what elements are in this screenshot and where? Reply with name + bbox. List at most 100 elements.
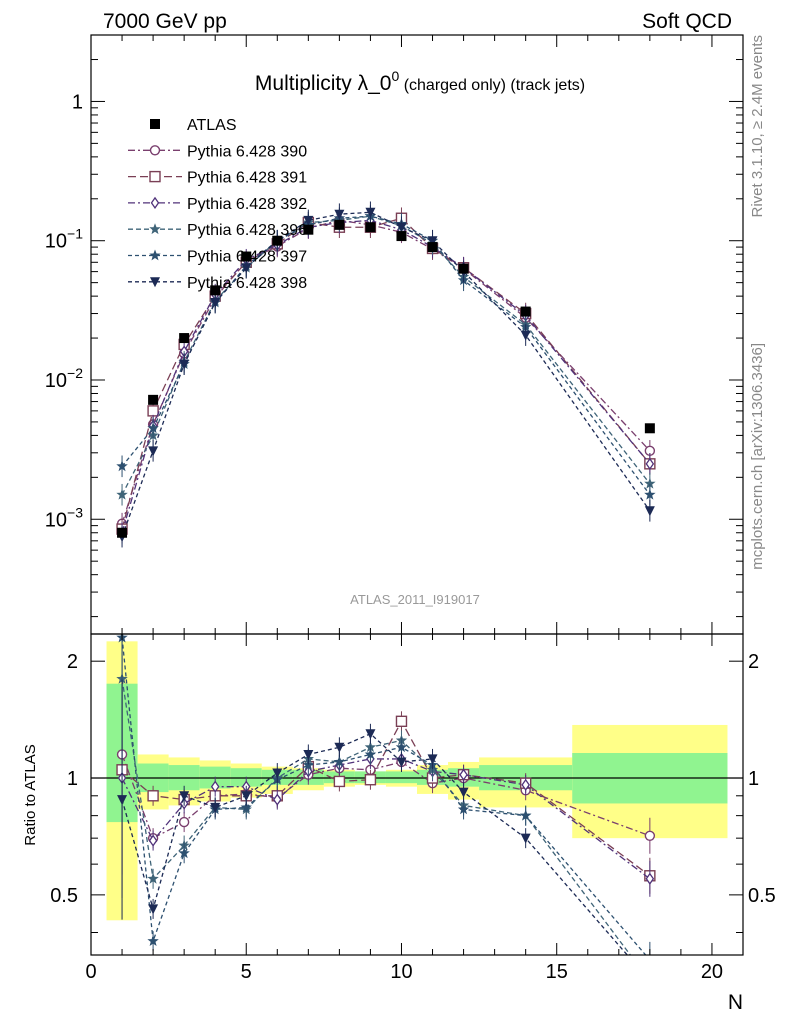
legend-marker-ATLAS bbox=[150, 119, 160, 129]
legend-label-398: Pythia 6.428 398 bbox=[187, 275, 307, 292]
legend-label-390: Pythia 6.428 390 bbox=[187, 143, 307, 160]
ratio-point-398 bbox=[520, 833, 531, 844]
ratio-point-397 bbox=[457, 803, 470, 815]
y-tick-label: 1 bbox=[72, 91, 83, 113]
atlas-point bbox=[520, 306, 531, 317]
ratio-y-tick-label-right: 2 bbox=[748, 651, 759, 673]
series-line-398 bbox=[121, 211, 651, 537]
series-line-396 bbox=[121, 215, 651, 496]
series-point-398 bbox=[303, 215, 314, 226]
atlas-point bbox=[179, 333, 190, 344]
legend-marker-398 bbox=[150, 277, 160, 288]
axes: 0 5 10 15 20 1 10−1 10−2 10−3 0.5 0.5 1 1 2 2 bbox=[45, 34, 776, 983]
watermark: ATLAS_2011_I919017 bbox=[350, 592, 480, 607]
ratio-point-398 bbox=[365, 729, 376, 740]
legend-label-397: Pythia 6.428 397 bbox=[187, 249, 307, 266]
legend-label-396: Pythia 6.428 396 bbox=[187, 222, 307, 239]
legend-label-392: Pythia 6.428 392 bbox=[187, 196, 307, 213]
ratio-point-398 bbox=[303, 749, 314, 760]
rivet-label: Rivet 3.1.10, ≥ 2.4M events bbox=[749, 35, 766, 218]
ratio-series-398 bbox=[117, 679, 629, 955]
band-inner bbox=[385, 771, 417, 784]
legend-label-391: Pythia 6.428 391 bbox=[187, 170, 307, 187]
atlas-point bbox=[427, 242, 438, 253]
header-left: 7000 GeV pp bbox=[103, 10, 227, 33]
ratio-y-tick-label-right: 1 bbox=[748, 768, 759, 790]
series-point-398 bbox=[644, 506, 655, 517]
series-point-398 bbox=[334, 209, 345, 220]
ratio-point-398 bbox=[427, 754, 438, 765]
series-point-398 bbox=[210, 298, 221, 309]
ratio-point-397 bbox=[520, 809, 532, 821]
ratio-line-398 bbox=[121, 733, 629, 955]
legend-marker-391 bbox=[149, 170, 161, 183]
series-line-390 bbox=[121, 219, 651, 524]
atlas-point bbox=[644, 423, 655, 434]
series-point-391 bbox=[147, 405, 159, 417]
ratio-point-398 bbox=[210, 802, 221, 813]
atlas-point bbox=[241, 251, 252, 262]
atlas-point bbox=[396, 231, 407, 242]
series-point-398 bbox=[396, 222, 407, 233]
ratio-point-397 bbox=[240, 801, 252, 813]
x-axis-label: N bbox=[728, 991, 743, 1014]
ratio-line-392 bbox=[121, 758, 651, 880]
y-tick-label: 10−3 bbox=[45, 504, 83, 531]
legend-marker-397 bbox=[149, 249, 161, 261]
x-tick-label: 15 bbox=[546, 961, 568, 983]
atlas-point bbox=[148, 394, 159, 405]
x-tick-label: 20 bbox=[701, 961, 723, 983]
ratio-point-398 bbox=[148, 904, 159, 915]
series-point-398 bbox=[427, 236, 438, 247]
legend-label-ATLAS: ATLAS bbox=[187, 117, 237, 134]
ratio-point-396 bbox=[147, 872, 159, 884]
ratio-line-397 bbox=[121, 637, 647, 955]
series-point-398 bbox=[148, 446, 159, 457]
series-point-396 bbox=[116, 488, 128, 500]
ratio-point-392 bbox=[645, 872, 655, 885]
header-right: Soft QCD bbox=[642, 10, 732, 33]
atlas-point bbox=[458, 263, 469, 274]
ratio-point-398 bbox=[179, 791, 190, 802]
ratio-point-390 bbox=[178, 816, 190, 828]
series-point-398 bbox=[179, 359, 190, 370]
ratio-point-398 bbox=[241, 791, 252, 802]
chart-title: Multiplicity λ_00 (charged only) (track … bbox=[255, 68, 585, 95]
atlas-point bbox=[210, 285, 221, 296]
ratio-point-397 bbox=[147, 935, 159, 946]
series-point-397 bbox=[644, 488, 656, 500]
ratio-point-397 bbox=[302, 759, 314, 770]
atlas-point bbox=[365, 222, 376, 233]
ratio-point-390 bbox=[644, 830, 656, 841]
ratio-point-392 bbox=[210, 780, 220, 793]
series-point-396 bbox=[644, 477, 656, 489]
legend-marker-396 bbox=[149, 223, 161, 235]
ratio-point-391 bbox=[147, 790, 159, 802]
ratio-y-tick-label: 1 bbox=[67, 768, 78, 790]
ratio-series-397 bbox=[116, 634, 651, 955]
x-tick-label: 0 bbox=[85, 961, 96, 983]
ratio-point-397 bbox=[395, 741, 408, 753]
atlas-point bbox=[303, 224, 314, 235]
ratio-point-391 bbox=[364, 774, 377, 786]
x-tick-label: 10 bbox=[390, 961, 412, 983]
mcplots-label: mcplots.cern.ch [arXiv:1306.3436] bbox=[749, 343, 766, 570]
ratio-point-397 bbox=[364, 748, 377, 760]
ratio-y-axis-label: Ratio to ATLAS bbox=[22, 744, 39, 845]
atlas-point bbox=[272, 235, 283, 246]
y-tick-label: 10−1 bbox=[45, 226, 83, 253]
y-tick-label: 10−2 bbox=[45, 365, 83, 392]
legend-marker-390 bbox=[149, 145, 161, 156]
series-line-392 bbox=[121, 219, 651, 533]
series-point-392 bbox=[645, 457, 655, 470]
atlas-point bbox=[117, 527, 128, 538]
series-line-397 bbox=[121, 215, 651, 496]
legend-marker-392 bbox=[150, 196, 160, 210]
ratio-point-391 bbox=[395, 715, 408, 728]
ratio-point-392 bbox=[459, 768, 468, 781]
x-tick-label: 5 bbox=[241, 961, 252, 983]
ratio-y-tick-label: 2 bbox=[67, 651, 78, 673]
ratio-panel-frame bbox=[90, 633, 744, 956]
ratio-point-398 bbox=[458, 787, 469, 798]
